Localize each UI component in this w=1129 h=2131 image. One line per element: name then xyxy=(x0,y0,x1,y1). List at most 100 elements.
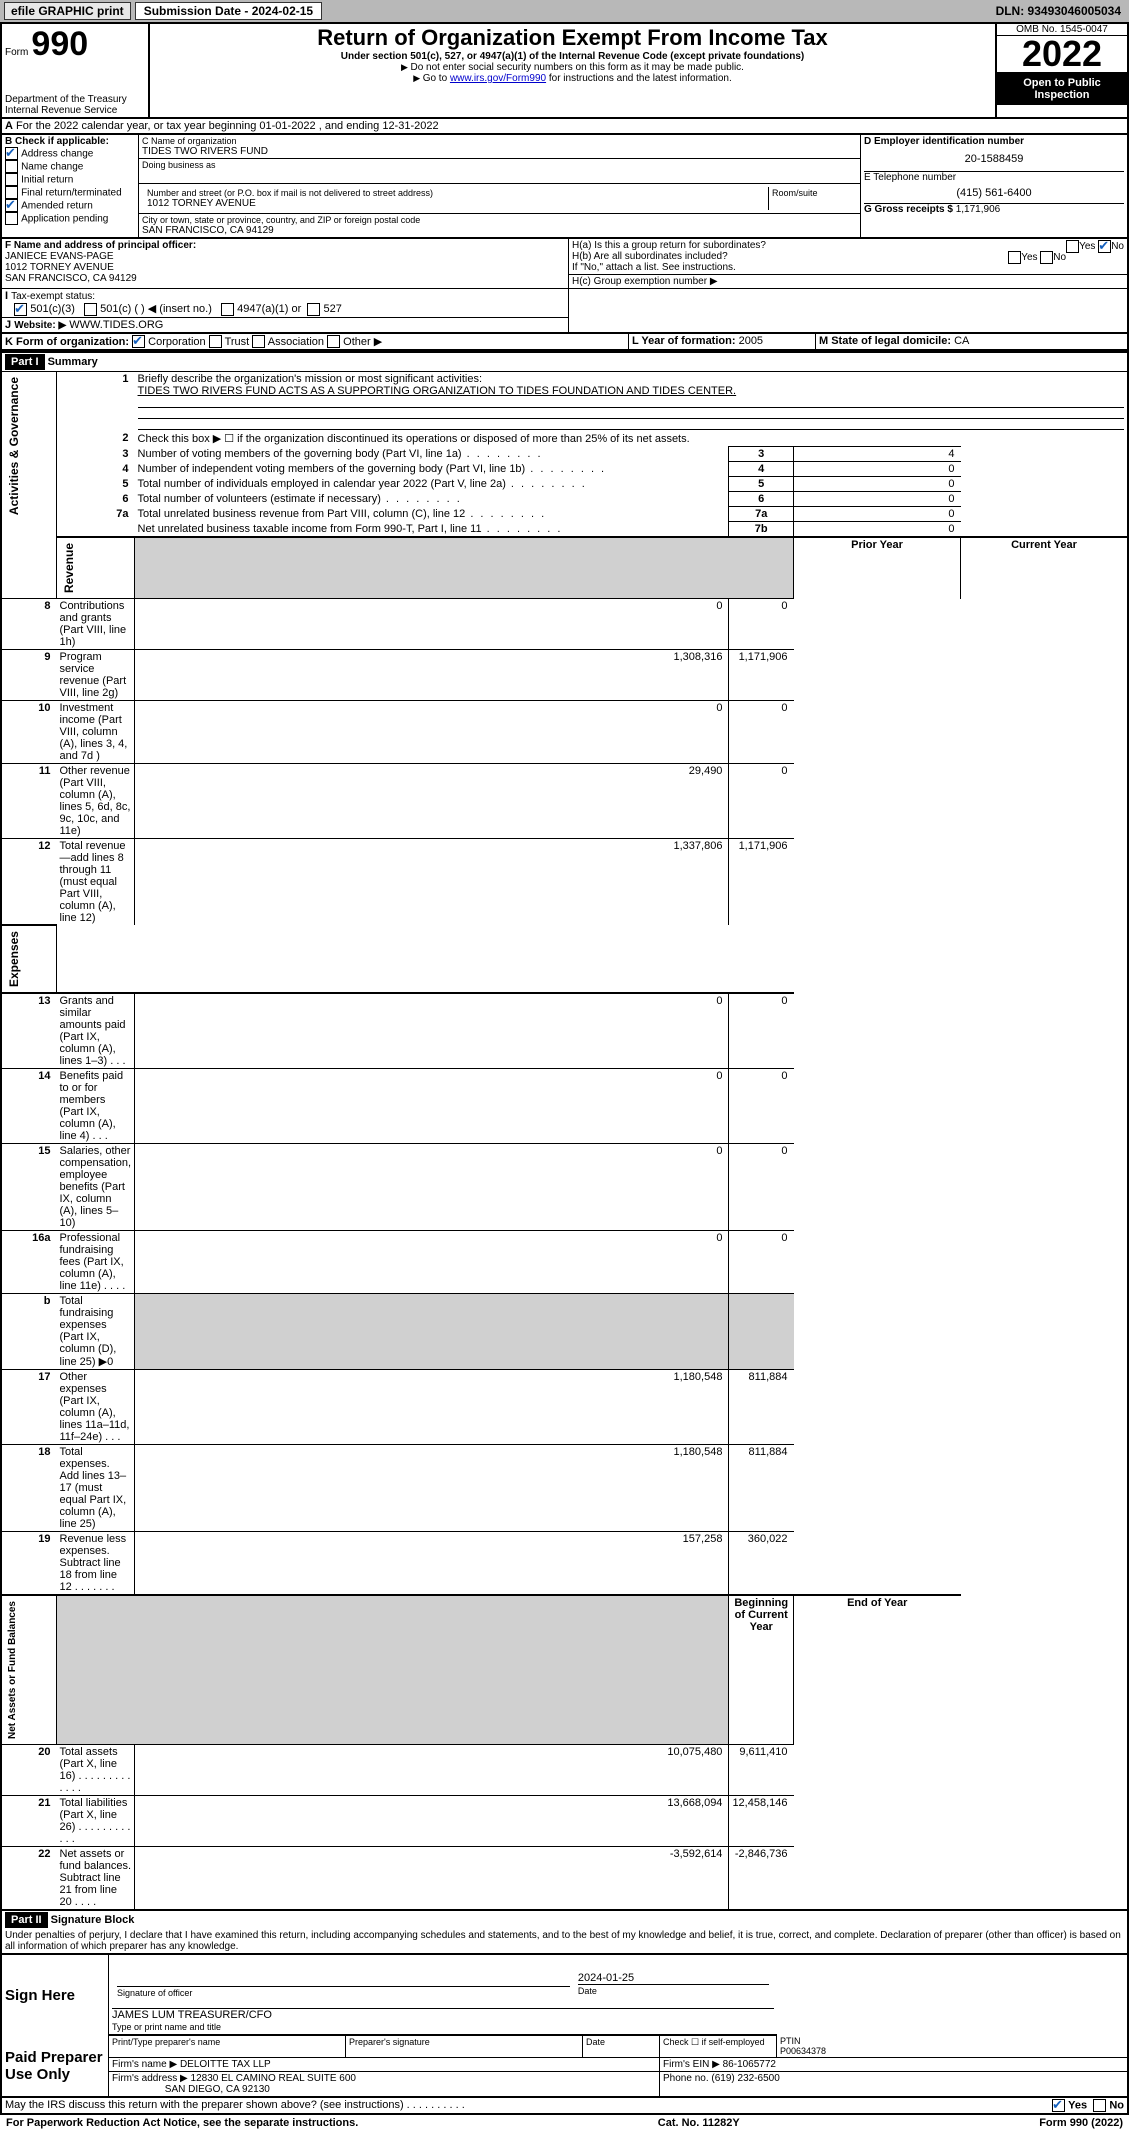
phone-label: Phone no. xyxy=(663,2073,709,2084)
officer-sig-name: JAMES LUM TREASURER/CFO xyxy=(112,2009,774,2021)
box-b-label: B Check if applicable: xyxy=(5,136,135,147)
current-year-val: -2,846,736 xyxy=(729,1847,794,1910)
current-year-val: 1,171,906 xyxy=(729,839,794,926)
money-line-text: Revenue less expenses. Subtract line 18 … xyxy=(57,1532,135,1596)
prep-date-label: Date xyxy=(583,2035,660,2058)
gov-line-text: Number of voting members of the governin… xyxy=(135,447,729,462)
current-year-val: 0 xyxy=(729,993,794,1069)
gov-line-val: 0 xyxy=(794,522,961,538)
money-line-text: Program service revenue (Part VIII, line… xyxy=(57,650,135,701)
chk-amended-return[interactable]: Amended return xyxy=(5,199,135,212)
side-expenses: Expenses xyxy=(5,927,23,991)
firm-ein: 86-1065772 xyxy=(723,2059,776,2070)
gov-line-val: 4 xyxy=(794,447,961,462)
chk-501c3[interactable] xyxy=(14,303,27,316)
sig-date-label: Date xyxy=(578,1986,597,1996)
sign-here: Sign Here xyxy=(5,1987,75,2004)
money-line-text: Salaries, other compensation, employee b… xyxy=(57,1144,135,1231)
gov-line-box: 6 xyxy=(729,492,794,507)
prior-year-val: 10,075,480 xyxy=(135,1745,729,1796)
sig-name-label: Type or print name and title xyxy=(112,2022,221,2032)
money-line-text: Grants and similar amounts paid (Part IX… xyxy=(57,993,135,1069)
money-line-text: Contributions and grants (Part VIII, lin… xyxy=(57,599,135,650)
chk-501c[interactable] xyxy=(84,303,97,316)
gov-line-text: Net unrelated business taxable income fr… xyxy=(135,522,729,538)
chk-application-pending[interactable]: Application pending xyxy=(5,212,135,225)
prior-year-val: 0 xyxy=(135,701,729,764)
part-2-header: Part II xyxy=(5,1912,48,1928)
chk-4947[interactable] xyxy=(221,303,234,316)
side-governance: Activities & Governance xyxy=(5,373,23,519)
box-hb: H(b) Are all subordinates included? Yes … xyxy=(572,251,1124,262)
firm-name-label: Firm's name ▶ xyxy=(112,2059,177,2070)
prior-year-val: 29,490 xyxy=(135,764,729,839)
chk-name-change[interactable]: Name change xyxy=(5,160,135,173)
irs-link[interactable]: www.irs.gov/Form990 xyxy=(450,73,546,84)
prep-name-label: Print/Type preparer's name xyxy=(109,2035,346,2058)
ptin: P00634378 xyxy=(780,2046,826,2056)
col-current-year: Current Year xyxy=(1011,539,1077,551)
form-word: Form xyxy=(5,47,28,58)
top-bar: efile GRAPHIC print Submission Date - 20… xyxy=(0,0,1129,22)
prior-year-val: 0 xyxy=(135,993,729,1069)
firm-addr2: SAN DIEGO, CA 92130 xyxy=(165,2084,270,2095)
gov-line-text: Total unrelated business revenue from Pa… xyxy=(135,507,729,522)
money-line-text: Benefits paid to or for members (Part IX… xyxy=(57,1069,135,1144)
chk-corp[interactable] xyxy=(132,335,145,348)
chk-527[interactable] xyxy=(307,303,320,316)
chk-assoc[interactable] xyxy=(252,335,265,348)
room-suite-label: Room/suite xyxy=(768,187,855,210)
current-year-val: 0 xyxy=(729,764,794,839)
form-note-1: Do not enter social security numbers on … xyxy=(153,62,992,73)
gov-line-box: 7b xyxy=(729,522,794,538)
discuss-yes[interactable] xyxy=(1052,2099,1065,2112)
dba-label: Doing business as xyxy=(142,160,857,170)
phone: (619) 232-6500 xyxy=(711,2073,779,2084)
money-line-text: Other revenue (Part VIII, column (A), li… xyxy=(57,764,135,839)
gov-line-val: 0 xyxy=(794,492,961,507)
firm-name: DELOITTE TAX LLP xyxy=(180,2059,271,2070)
current-year-val: 0 xyxy=(729,1144,794,1231)
gov-line-val: 0 xyxy=(794,507,961,522)
gov-line-val: 0 xyxy=(794,462,961,477)
dept-treasury: Department of the Treasury xyxy=(5,94,145,105)
discuss-no[interactable] xyxy=(1093,2099,1106,2112)
ptin-label: PTIN xyxy=(780,2036,801,2046)
gov-line-text: Total number of volunteers (estimate if … xyxy=(135,492,729,507)
website: WWW.TIDES.ORG xyxy=(69,319,163,331)
gov-line-text: Number of independent voting members of … xyxy=(135,462,729,477)
chk-address-change[interactable]: Address change xyxy=(5,147,135,160)
chk-other[interactable] xyxy=(327,335,340,348)
money-line-text: Total liabilities (Part X, line 26) . . … xyxy=(57,1796,135,1847)
prep-sig-label: Preparer's signature xyxy=(346,2035,583,2058)
check-self-employed[interactable]: Check ☐ if self-employed xyxy=(660,2035,777,2058)
prior-year-val: 1,337,806 xyxy=(135,839,729,926)
dln: DLN: 93493046005034 xyxy=(996,4,1125,18)
money-line-text: Net assets or fund balances. Subtract li… xyxy=(57,1847,135,1910)
gov-line-box: 4 xyxy=(729,462,794,477)
money-line-text: Investment income (Part VIII, column (A)… xyxy=(57,701,135,764)
current-year-val: 0 xyxy=(729,599,794,650)
part-2-subtitle: Signature Block xyxy=(51,1914,135,1926)
footer: For Paperwork Reduction Act Notice, see … xyxy=(0,2115,1129,2131)
line-a: A For the 2022 calendar year, or tax yea… xyxy=(1,119,1128,134)
prior-year-val: 0 xyxy=(135,1069,729,1144)
gov-line-box: 7a xyxy=(729,507,794,522)
form-header: Form 990 Department of the Treasury Inte… xyxy=(0,22,1129,119)
street-address: 1012 TORNEY AVENUE xyxy=(147,198,763,209)
chk-final-return[interactable]: Final return/terminated xyxy=(5,186,135,199)
efile-button[interactable]: efile GRAPHIC print xyxy=(4,2,131,20)
ein: 20-1588459 xyxy=(864,147,1124,171)
addr-label: Number and street (or P.O. box if mail i… xyxy=(147,188,763,198)
irs: Internal Revenue Service xyxy=(5,105,145,116)
chk-trust[interactable] xyxy=(209,335,222,348)
current-year-val: 360,022 xyxy=(729,1532,794,1596)
discuss-question: May the IRS discuss this return with the… xyxy=(5,2099,465,2111)
box-m: M State of legal domicile: CA xyxy=(816,333,1129,351)
current-year-val: 811,884 xyxy=(729,1370,794,1445)
box-j-label: Website: ▶ xyxy=(14,320,66,331)
box-ha: H(a) Is this a group return for subordin… xyxy=(572,240,1124,251)
chk-initial-return[interactable]: Initial return xyxy=(5,173,135,186)
open-public: Open to Public Inspection xyxy=(997,73,1127,105)
current-year-val: 811,884 xyxy=(729,1445,794,1532)
